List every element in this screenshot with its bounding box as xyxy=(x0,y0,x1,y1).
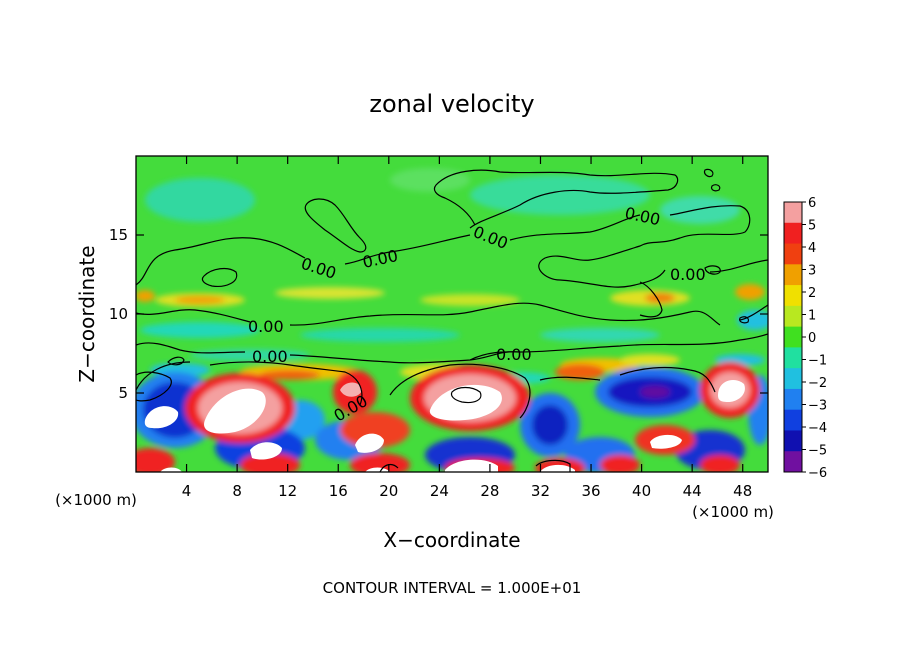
contour-label: 0.00 xyxy=(670,265,706,284)
x-axis-label: X−coordinate xyxy=(383,528,520,552)
x-tick-label: 20 xyxy=(379,482,398,500)
contour-label: 0.00 xyxy=(248,317,284,336)
colorbar-swatch xyxy=(784,285,802,307)
colorbar-label: 1 xyxy=(808,309,816,324)
colorbar-swatch xyxy=(784,368,802,390)
x-tick-label: 4 xyxy=(182,482,192,500)
y-tick-label: 5 xyxy=(118,384,128,402)
colorbar-swatch xyxy=(784,305,802,328)
zero-contours xyxy=(136,168,768,472)
colorbar-label: 4 xyxy=(808,241,816,256)
x-tick-label: 36 xyxy=(581,482,600,500)
y-tick-label: 10 xyxy=(109,305,128,323)
colorbar-label: 5 xyxy=(808,219,816,234)
x-tick-label: 32 xyxy=(531,482,550,500)
white-cores xyxy=(144,379,745,472)
x-tick-label: 44 xyxy=(683,482,702,500)
colorbar-swatch xyxy=(784,347,802,369)
colorbar-swatch xyxy=(784,202,802,224)
chart-title: zonal velocity xyxy=(369,90,534,118)
x-tick-label: 40 xyxy=(632,482,651,500)
colorbar-swatch xyxy=(784,264,802,286)
contour-label: 0.00 xyxy=(496,345,532,364)
x-tick-label: 12 xyxy=(278,482,297,500)
colorbar-label: −5 xyxy=(808,444,827,459)
heatmap-field: 0.00 0.00 0.00 0.00 0.00 0.00 0.00 0.00 … xyxy=(136,156,768,472)
colorbar-label: −1 xyxy=(808,354,827,369)
colorbar-swatch xyxy=(784,222,802,245)
colorbar-label: −2 xyxy=(808,376,827,391)
y-tick-label: 15 xyxy=(109,226,128,244)
x-tick-label: 16 xyxy=(329,482,348,500)
x-tick-label: 48 xyxy=(733,482,752,500)
x-tick-label: 8 xyxy=(232,482,242,500)
colorbar-swatch xyxy=(784,409,802,431)
colorbar-swatch xyxy=(784,451,802,473)
colorbar-swatch xyxy=(784,388,802,411)
colorbar-swatch xyxy=(784,430,802,452)
colorbar: 6 5 4 3 2 1 0 −1 −2 −3 −4 −5 −6 xyxy=(783,196,827,481)
x-tick-label: 28 xyxy=(480,482,499,500)
x-unit-left: (×1000 m) xyxy=(55,491,137,509)
x-tick-label: 24 xyxy=(430,482,449,500)
colorbar-label: −6 xyxy=(808,466,827,481)
contour-label: 0.00 xyxy=(252,347,288,366)
colorbar-label: 0 xyxy=(808,331,816,346)
colorbar-swatch xyxy=(784,243,802,265)
colorbar-label: −4 xyxy=(808,421,827,436)
colorbar-label: −3 xyxy=(808,399,827,414)
x-unit-right: (×1000 m) xyxy=(692,503,774,521)
colorbar-label: 2 xyxy=(808,286,816,301)
contour-interval-text: CONTOUR INTERVAL = 1.000E+01 xyxy=(323,579,582,597)
colorbar-label: 6 xyxy=(808,196,816,211)
colorbar-label: 3 xyxy=(808,264,816,279)
colorbar-swatch xyxy=(784,326,802,348)
y-axis-label: Z−coordinate xyxy=(75,245,99,382)
